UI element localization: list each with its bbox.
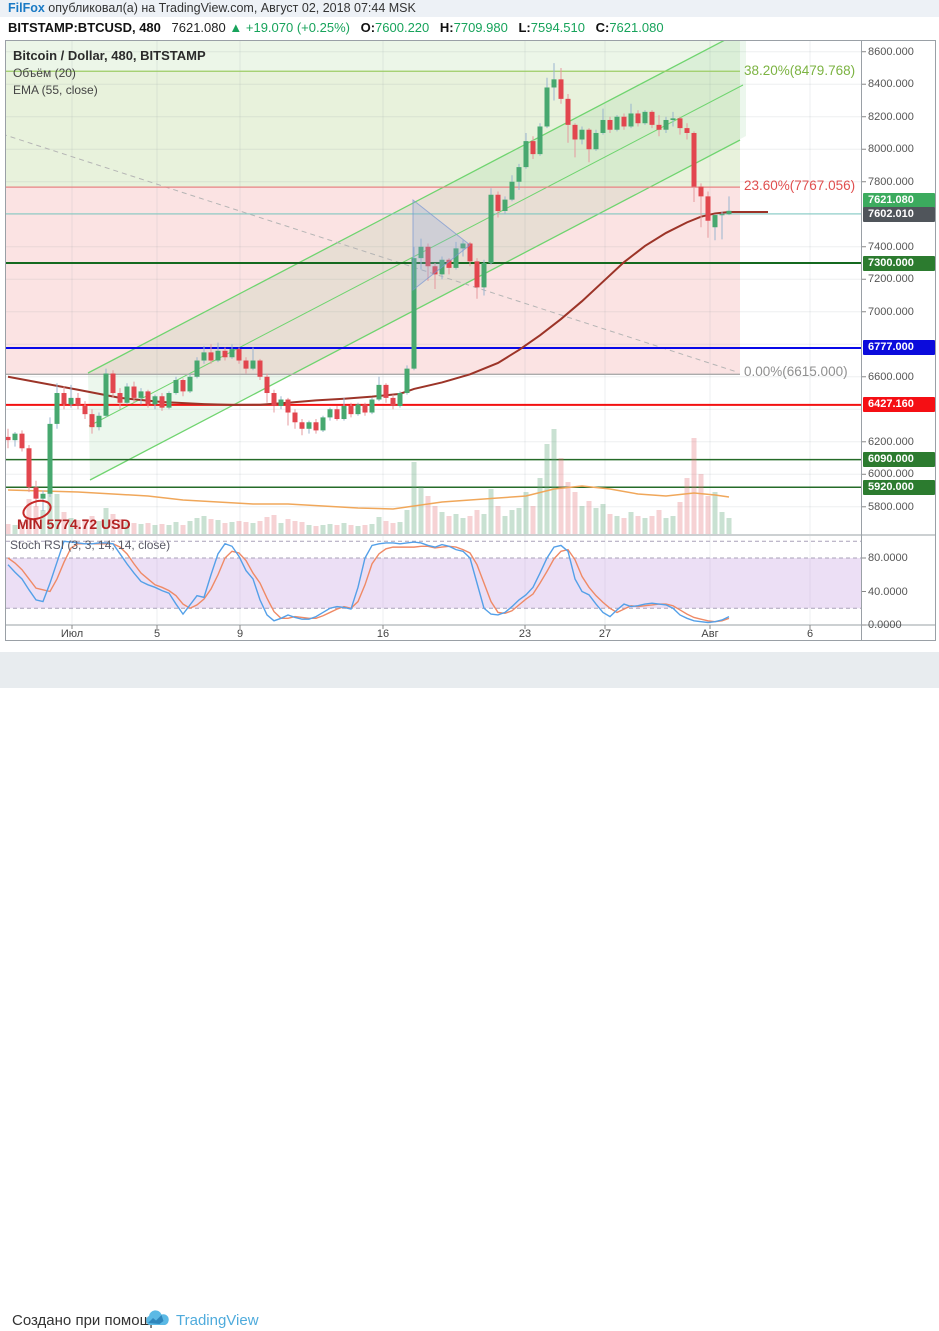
min-price-annotation: MIN 5774.72 USD <box>17 516 131 532</box>
legend-ema[interactable]: EMA (55, close) <box>13 83 98 97</box>
attribution-author[interactable]: FilFox <box>8 1 45 15</box>
up-arrow-icon: ▲ <box>229 20 243 35</box>
time-axis-label[interactable]: 23 <box>518 628 532 640</box>
footer-brand-link[interactable]: TradingView <box>176 1312 259 1329</box>
price-axis-badge: 5920.000 <box>863 479 935 495</box>
time-axis-label[interactable]: 16 <box>376 628 390 640</box>
price-axis-badge: 7621.080 <box>863 192 935 208</box>
tradingview-logo-icon <box>146 1310 169 1325</box>
chart-canvas[interactable] <box>0 0 939 688</box>
last-price: 7621.080 <box>171 20 226 35</box>
time-axis-label[interactable]: 5 <box>153 628 161 640</box>
high-value: 7709.980 <box>453 20 508 35</box>
price-axis-tick-label: 7200.000 <box>868 273 914 286</box>
close-value: 7621.080 <box>609 20 664 35</box>
price-axis-badge: 7602.010 <box>863 206 935 222</box>
close-label: C: <box>595 20 610 35</box>
time-axis-label[interactable]: Июл <box>60 628 84 640</box>
footer-bar: Создано при помощи TradingView <box>0 652 939 1329</box>
open-label: O: <box>360 20 376 35</box>
high-label: H: <box>439 20 454 35</box>
price-axis-tick-label: 7400.000 <box>868 240 914 253</box>
price-axis-tick-label: 7000.000 <box>868 305 914 318</box>
footer-text: Создано при помощи <box>12 1312 161 1329</box>
price-axis-tick-label: 8200.000 <box>868 110 914 123</box>
time-axis-label[interactable]: 9 <box>236 628 244 640</box>
price-axis-badge: 6427.160 <box>863 397 935 413</box>
price-change: +19.070 (+0.25%) <box>245 20 350 35</box>
time-axis-label[interactable]: 6 <box>806 628 814 640</box>
price-axis-tick-label: 6000.000 <box>868 468 914 481</box>
fib-label-236: 23.60%(7767.056) <box>744 178 856 193</box>
price-axis-tick-label: 8400.000 <box>868 78 914 91</box>
attribution-text: опубликовал(а) на TradingView.com, Авгус… <box>44 1 416 15</box>
legend-volume[interactable]: Объём (20) <box>13 66 76 80</box>
time-axis-label[interactable]: 27 <box>598 628 612 640</box>
stoch-rsi-legend[interactable]: Stoch RSI (3, 3, 14, 14, close) <box>10 538 171 552</box>
quote-bar: BITSTAMP:BTCUSD, 480 7621.080 ▲ +19.070 … <box>0 17 939 40</box>
attribution-bar: FilFox опубликовал(а) на TradingView.com… <box>0 0 939 17</box>
chart-legend-title[interactable]: Bitcoin / Dollar, 480, BITSTAMP <box>13 48 206 63</box>
price-axis-tick-label: 6600.000 <box>868 370 914 383</box>
time-axis-label[interactable]: Авг <box>701 628 719 640</box>
symbol-title[interactable]: BITSTAMP:BTCUSD, 480 <box>8 20 161 35</box>
price-axis-badge: 7300.000 <box>863 255 935 271</box>
low-label: L: <box>518 20 531 35</box>
price-axis-tick-label: 7800.000 <box>868 175 914 188</box>
stoch-axis-tick-label: 0.0000 <box>868 619 902 631</box>
stoch-axis-tick-label: 40.0000 <box>868 585 908 598</box>
fib-label-382: 38.20%(8479.768) <box>744 63 856 78</box>
price-axis-tick-label: 6200.000 <box>868 435 914 448</box>
price-axis-badge: 6777.000 <box>863 340 935 356</box>
price-axis-tick-label: 8600.000 <box>868 45 914 58</box>
price-axis-tick-label: 5800.000 <box>868 500 914 513</box>
open-value: 7600.220 <box>375 20 430 35</box>
fib-label-0: 0.00%(6615.000) <box>744 364 848 379</box>
price-axis-badge: 6090.000 <box>863 452 935 468</box>
low-value: 7594.510 <box>530 20 585 35</box>
price-axis-tick-label: 8000.000 <box>868 143 914 156</box>
stoch-axis-tick-label: 80.0000 <box>868 552 908 564</box>
